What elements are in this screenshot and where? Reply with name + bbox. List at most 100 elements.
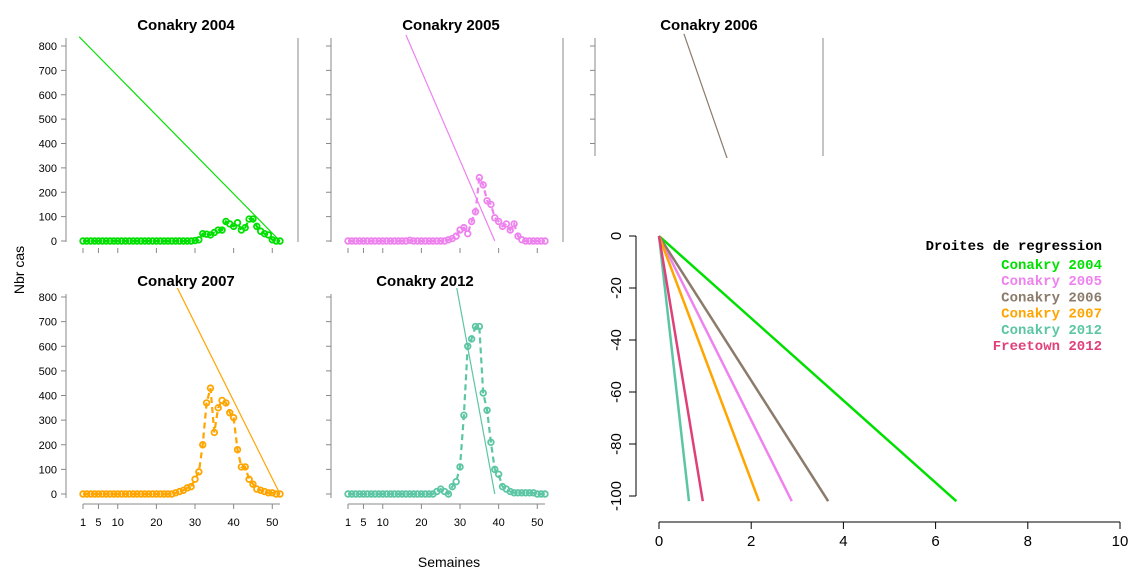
data-point bbox=[214, 226, 222, 234]
data-point bbox=[202, 399, 211, 407]
y-tick-label: 800 bbox=[39, 292, 57, 304]
data-point bbox=[90, 237, 99, 245]
data-point bbox=[87, 490, 95, 498]
data-point bbox=[355, 237, 364, 245]
data-point bbox=[525, 489, 534, 497]
data-point bbox=[518, 236, 526, 244]
data-point bbox=[137, 237, 145, 245]
series-line bbox=[83, 387, 280, 496]
data-point bbox=[168, 237, 176, 245]
data-point bbox=[102, 490, 110, 498]
data-point bbox=[87, 237, 95, 245]
data-point bbox=[444, 490, 453, 498]
data-point bbox=[187, 482, 195, 491]
data-point bbox=[487, 438, 495, 446]
data-point bbox=[276, 490, 284, 498]
data-point bbox=[195, 236, 203, 244]
legend-entry: Conakry 2012 bbox=[1001, 323, 1102, 339]
data-point bbox=[144, 490, 153, 498]
panel-conakry-2007: Conakry 2007 0 100 200 300 400 500 600 700 800 1 5 1… bbox=[39, 273, 284, 529]
data-point bbox=[245, 215, 253, 223]
data-point bbox=[390, 490, 399, 498]
data-point bbox=[141, 490, 149, 498]
data-point bbox=[253, 222, 261, 231]
data-point bbox=[79, 490, 87, 498]
data-point bbox=[541, 490, 549, 498]
data-point bbox=[187, 237, 195, 245]
data-point bbox=[429, 237, 437, 245]
reg-series-line bbox=[657, 235, 691, 502]
data-point bbox=[344, 237, 352, 245]
data-point bbox=[129, 490, 137, 498]
panel-title: Conakry 2012 bbox=[376, 273, 474, 290]
data-point bbox=[237, 463, 246, 471]
data-point bbox=[160, 237, 168, 245]
regression-line bbox=[456, 288, 496, 495]
series-line bbox=[348, 173, 545, 243]
data-point bbox=[256, 486, 265, 495]
data-point bbox=[437, 237, 445, 245]
reg-series-line bbox=[657, 235, 793, 502]
data-point bbox=[260, 229, 269, 238]
data-point bbox=[268, 236, 276, 244]
data-point bbox=[367, 490, 375, 498]
x-tick-label: 5 bbox=[360, 517, 366, 529]
data-point bbox=[475, 173, 484, 182]
data-point bbox=[152, 490, 161, 498]
data-point bbox=[406, 490, 414, 498]
data-point bbox=[210, 428, 219, 437]
reg-x-tick-label: 10 bbox=[1112, 533, 1129, 550]
data-point bbox=[444, 236, 453, 244]
data-point bbox=[394, 237, 402, 245]
legend-entry: Conakry 2004 bbox=[1001, 258, 1102, 274]
data-point bbox=[514, 232, 522, 240]
data-point bbox=[229, 222, 238, 231]
data-point bbox=[106, 237, 114, 245]
data-point bbox=[359, 490, 368, 498]
data-point bbox=[529, 489, 538, 497]
data-point bbox=[264, 231, 273, 239]
data-point bbox=[94, 237, 103, 245]
y-tick-label: 400 bbox=[39, 139, 57, 151]
data-point bbox=[471, 322, 480, 331]
data-point bbox=[141, 237, 149, 245]
data-point bbox=[379, 490, 387, 498]
reg-y-tick-label: -60 bbox=[608, 381, 625, 403]
data-point bbox=[233, 219, 242, 227]
data-point bbox=[448, 482, 456, 491]
data-point bbox=[98, 490, 107, 498]
data-point bbox=[241, 463, 249, 471]
data-point bbox=[179, 237, 188, 245]
data-point bbox=[272, 237, 280, 245]
data-point bbox=[491, 214, 499, 222]
data-point bbox=[417, 237, 426, 245]
data-point bbox=[344, 490, 352, 498]
data-point bbox=[417, 490, 426, 498]
reg-y-tick-label: -40 bbox=[608, 329, 625, 351]
data-point bbox=[382, 237, 391, 245]
data-point bbox=[479, 389, 487, 397]
data-point bbox=[83, 237, 91, 245]
data-point bbox=[471, 208, 480, 216]
legend-entry: Conakry 2007 bbox=[1001, 307, 1102, 323]
y-tick-label: 0 bbox=[51, 489, 57, 501]
data-point bbox=[394, 490, 402, 498]
data-point bbox=[121, 237, 130, 245]
data-point bbox=[483, 406, 491, 414]
x-tick-label: 20 bbox=[415, 517, 427, 529]
data-point bbox=[529, 237, 538, 245]
data-point bbox=[502, 220, 511, 228]
data-point bbox=[541, 237, 549, 245]
legend-entry: Conakry 2005 bbox=[1001, 274, 1102, 290]
reg-x-tick-label: 6 bbox=[931, 533, 939, 550]
reg-series-line bbox=[657, 235, 830, 502]
x-tick-label: 10 bbox=[377, 517, 389, 529]
y-tick-label: 800 bbox=[39, 41, 57, 53]
data-point bbox=[168, 490, 176, 498]
regression-line bbox=[405, 34, 496, 242]
regression-panel: 0 -20 -40 -60 -80 -100 0 2 4 6 8 10 Droites de regre… bbox=[608, 232, 1128, 550]
data-point bbox=[379, 237, 387, 245]
data-point bbox=[521, 489, 530, 497]
x-tick-label: 30 bbox=[189, 517, 201, 529]
data-point bbox=[467, 217, 476, 226]
